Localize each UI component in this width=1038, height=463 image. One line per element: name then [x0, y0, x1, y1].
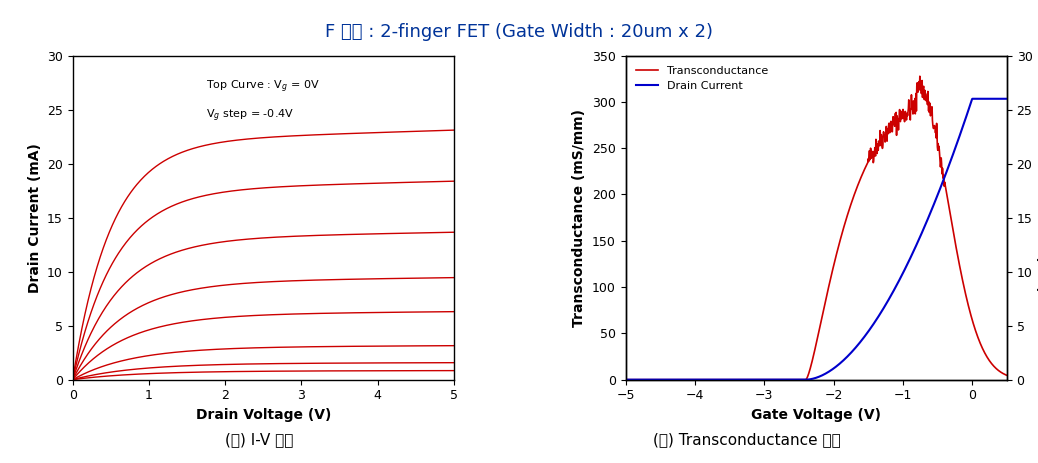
Drain Current — [966, 96, 979, 101]
Drain Current — [658, 377, 671, 382]
Drain Current — [787, 377, 799, 382]
Transconductance — [658, 377, 671, 382]
Drain Current — [620, 377, 632, 382]
Y-axis label: Drain Current (mA): Drain Current (mA) — [1035, 143, 1038, 293]
Text: Top Curve : V$_g$ = 0V: Top Curve : V$_g$ = 0V — [207, 78, 320, 94]
X-axis label: Drain Voltage (V): Drain Voltage (V) — [195, 408, 331, 422]
Transconductance — [1001, 373, 1013, 378]
X-axis label: Gate Voltage (V): Gate Voltage (V) — [752, 408, 881, 422]
Transconductance — [881, 126, 894, 132]
Text: V$_g$ step = -0.4V: V$_g$ step = -0.4V — [207, 107, 295, 124]
Drain Current — [773, 377, 786, 382]
Transconductance — [917, 86, 929, 91]
Text: F 소자 : 2-finger FET (Gate Width : 20um x 2): F 소자 : 2-finger FET (Gate Width : 20um x… — [325, 23, 713, 41]
Drain Current — [924, 212, 936, 217]
Transconductance — [620, 377, 632, 382]
Text: (나) Transconductance 곱선: (나) Transconductance 곱선 — [654, 432, 841, 447]
Drain Current — [917, 228, 929, 233]
Transconductance — [773, 377, 786, 382]
Transconductance — [913, 74, 926, 79]
Y-axis label: Transconductance (mS/mm): Transconductance (mS/mm) — [572, 109, 586, 326]
Drain Current — [1001, 96, 1013, 101]
Drain Current — [881, 299, 894, 305]
Line: Drain Current: Drain Current — [626, 99, 1007, 380]
Text: (가) I-V 곱선: (가) I-V 곱선 — [225, 432, 294, 447]
Transconductance — [787, 377, 799, 382]
Legend: Transconductance, Drain Current: Transconductance, Drain Current — [631, 61, 772, 95]
Line: Transconductance: Transconductance — [626, 76, 1007, 380]
Transconductance — [924, 100, 936, 106]
Y-axis label: Drain Current (mA): Drain Current (mA) — [28, 143, 42, 293]
